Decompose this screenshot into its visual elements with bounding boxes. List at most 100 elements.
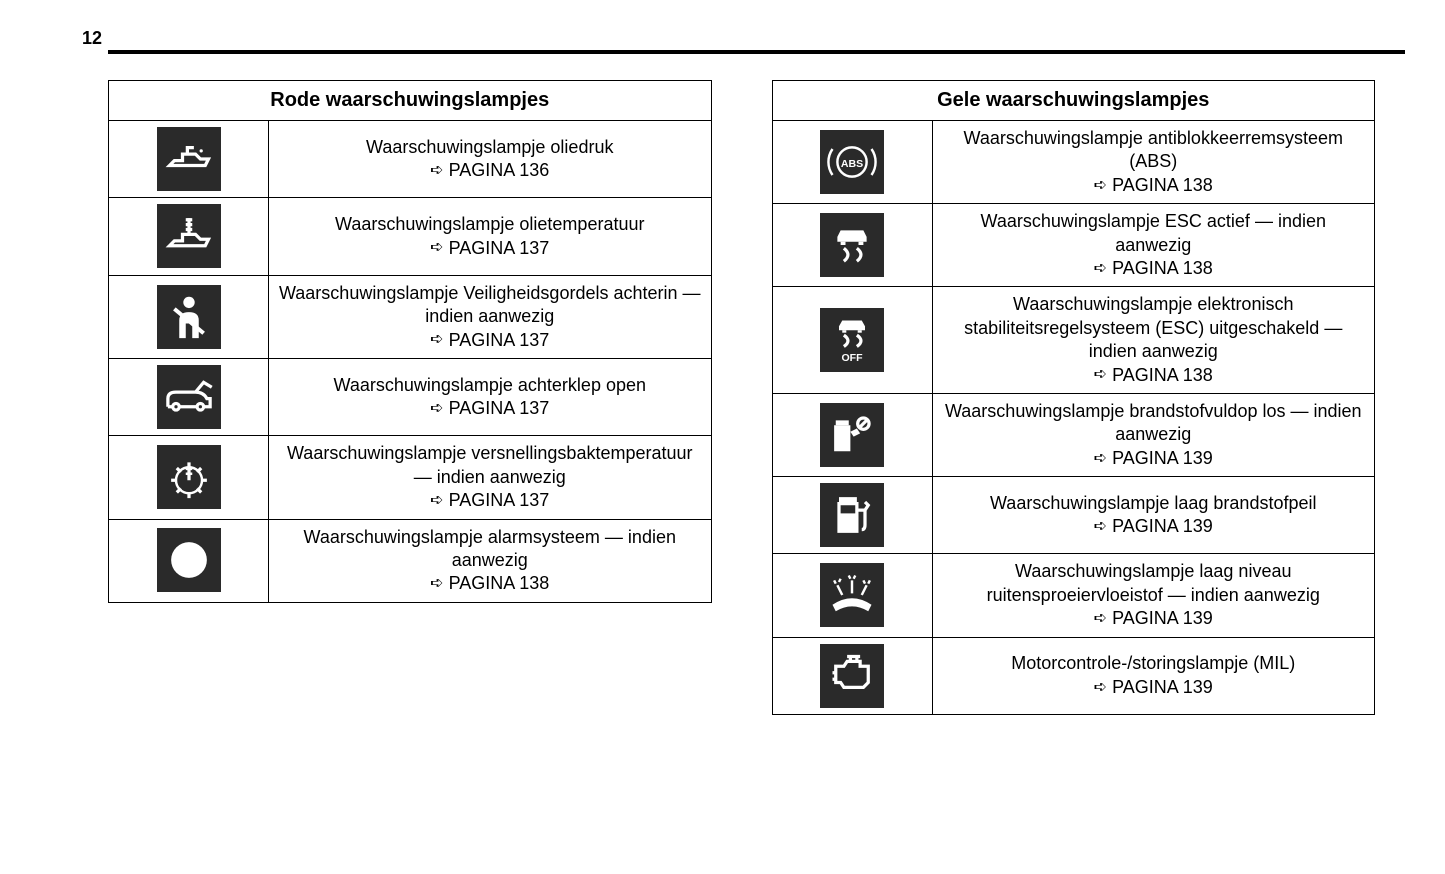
- arrow-icon: ➪: [1094, 609, 1107, 630]
- manual-page: 12 Rode waarschuwingslampjes Waarschuwin…: [0, 0, 1445, 874]
- page-ref-text: PAGINA 137: [444, 238, 550, 258]
- table-row: Waarschuwingslampje ESC actief — indien …: [772, 204, 1375, 287]
- page-ref-text: PAGINA 139: [1107, 516, 1213, 536]
- description-cell: Waarschuwingslampje brandstofvuldop los …: [932, 393, 1375, 476]
- oil-pressure-icon: [157, 127, 221, 191]
- page-ref-text: PAGINA 139: [1107, 448, 1213, 468]
- table-row: Waarschuwingslampje achterklep open➪ PAG…: [109, 358, 712, 435]
- icon-cell: [772, 204, 932, 287]
- arrow-icon: ➪: [1094, 678, 1107, 699]
- icon-cell: ABS: [772, 121, 932, 204]
- page-ref-text: PAGINA 138: [1107, 175, 1213, 195]
- page-reference: ➪ PAGINA 138: [277, 572, 703, 595]
- description-cell: Waarschuwingslampje versnellingsbaktempe…: [269, 436, 712, 519]
- table-row: Waarschuwingslampje oliedruk➪ PAGINA 136: [109, 121, 712, 198]
- icon-cell: OFF: [772, 287, 932, 394]
- page-reference: ➪ PAGINA 137: [277, 489, 703, 512]
- low-fuel-icon: [820, 483, 884, 547]
- warning-label: Waarschuwingslampje Veiligheidsgordels a…: [277, 282, 703, 329]
- page-reference: ➪ PAGINA 137: [277, 397, 703, 420]
- table-row: Waarschuwingslampje brandstofvuldop los …: [772, 393, 1375, 476]
- engine-mil-icon: [820, 644, 884, 708]
- warning-label: Waarschuwingslampje laag brandstofpeil: [941, 492, 1367, 515]
- icon-cell: [772, 637, 932, 714]
- icon-cell: [772, 393, 932, 476]
- warning-label: Waarschuwingslampje ESC actief — indien …: [941, 210, 1367, 257]
- table-row: ABSWaarschuwingslampje antiblokkeerremsy…: [772, 121, 1375, 204]
- warning-label: Waarschuwingslampje brandstofvuldop los …: [941, 400, 1367, 447]
- arrow-icon: ➪: [430, 399, 443, 420]
- page-ref-text: PAGINA 138: [1107, 258, 1213, 278]
- left-panel: Rode waarschuwingslampjes Waarschuwingsl…: [108, 80, 712, 715]
- page-ref-text: PAGINA 137: [444, 330, 550, 350]
- arrow-icon: ➪: [430, 574, 443, 595]
- table-row: Waarschuwingslampje laag niveau ruitensp…: [772, 554, 1375, 637]
- page-ref-text: PAGINA 138: [444, 573, 550, 593]
- columns: Rode waarschuwingslampjes Waarschuwingsl…: [108, 80, 1375, 715]
- description-cell: Waarschuwingslampje laag niveau ruitensp…: [932, 554, 1375, 637]
- icon-cell: [109, 121, 269, 198]
- description-cell: Waarschuwingslampje laag brandstofpeil➪ …: [932, 477, 1375, 554]
- warning-label: Waarschuwingslampje alarmsysteem — indie…: [277, 526, 703, 573]
- arrow-icon: ➪: [430, 238, 443, 259]
- warning-label: Waarschuwingslampje olietemperatuur: [277, 213, 703, 236]
- page-ref-text: PAGINA 137: [444, 398, 550, 418]
- header-rule: [108, 50, 1405, 54]
- page-reference: ➪ PAGINA 139: [941, 447, 1367, 470]
- page-ref-text: PAGINA 139: [1107, 677, 1213, 697]
- warning-label: Waarschuwingslampje laag niveau ruitensp…: [941, 560, 1367, 607]
- arrow-icon: ➪: [430, 161, 443, 182]
- warning-label: Waarschuwingslampje elektronisch stabili…: [941, 293, 1367, 363]
- page-reference: ➪ PAGINA 138: [941, 174, 1367, 197]
- description-cell: Waarschuwingslampje oliedruk➪ PAGINA 136: [269, 121, 712, 198]
- oil-temp-icon: [157, 204, 221, 268]
- description-cell: Waarschuwingslampje ESC actief — indien …: [932, 204, 1375, 287]
- page-reference: ➪ PAGINA 136: [277, 159, 703, 182]
- warning-label: Waarschuwingslampje achterklep open: [277, 374, 703, 397]
- yellow-warning-table: Gele waarschuwingslampjes ABSWaarschuwin…: [772, 80, 1376, 715]
- icon-cell: [772, 554, 932, 637]
- table-header: Gele waarschuwingslampjes: [772, 81, 1375, 121]
- description-cell: Waarschuwingslampje achterklep open➪ PAG…: [269, 358, 712, 435]
- warning-label: Motorcontrole-/storingslampje (MIL): [941, 652, 1367, 675]
- seatbelt-icon: [157, 285, 221, 349]
- page-reference: ➪ PAGINA 137: [277, 329, 703, 352]
- table-row: Waarschuwingslampje versnellingsbaktempe…: [109, 436, 712, 519]
- svg-text:OFF: OFF: [841, 352, 863, 364]
- page-reference: ➪ PAGINA 139: [941, 676, 1367, 699]
- esc-off-icon: OFF: [820, 308, 884, 372]
- fuel-cap-icon: [820, 403, 884, 467]
- icon-cell: [109, 275, 269, 358]
- arrow-icon: ➪: [1094, 365, 1107, 386]
- page-reference: ➪ PAGINA 139: [941, 607, 1367, 630]
- page-reference: ➪ PAGINA 137: [277, 237, 703, 260]
- arrow-icon: ➪: [1094, 259, 1107, 280]
- arrow-icon: ➪: [1094, 176, 1107, 197]
- icon-cell: [109, 436, 269, 519]
- page-reference: ➪ PAGINA 138: [941, 257, 1367, 280]
- esc-active-icon: [820, 213, 884, 277]
- table-row: Waarschuwingslampje Veiligheidsgordels a…: [109, 275, 712, 358]
- red-warning-table: Rode waarschuwingslampjes Waarschuwingsl…: [108, 80, 712, 603]
- description-cell: Waarschuwingslampje alarmsysteem — indie…: [269, 519, 712, 602]
- abs-icon: ABS: [820, 130, 884, 194]
- page-ref-text: PAGINA 137: [444, 490, 550, 510]
- icon-cell: [109, 198, 269, 275]
- icon-cell: [772, 477, 932, 554]
- page-number: 12: [82, 28, 102, 49]
- arrow-icon: ➪: [430, 491, 443, 512]
- alarm-icon: [157, 528, 221, 592]
- table-row: Waarschuwingslampje olietemperatuur➪ PAG…: [109, 198, 712, 275]
- transmission-temp-icon: [157, 445, 221, 509]
- table-row: Motorcontrole-/storingslampje (MIL)➪ PAG…: [772, 637, 1375, 714]
- page-reference: ➪ PAGINA 138: [941, 364, 1367, 387]
- table-row: Waarschuwingslampje alarmsysteem — indie…: [109, 519, 712, 602]
- right-panel: Gele waarschuwingslampjes ABSWaarschuwin…: [772, 80, 1376, 715]
- arrow-icon: ➪: [430, 330, 443, 351]
- page-ref-text: PAGINA 138: [1107, 365, 1213, 385]
- table-header: Rode waarschuwingslampjes: [109, 81, 712, 121]
- page-ref-text: PAGINA 136: [444, 160, 550, 180]
- description-cell: Waarschuwingslampje olietemperatuur➪ PAG…: [269, 198, 712, 275]
- description-cell: Waarschuwingslampje elektronisch stabili…: [932, 287, 1375, 394]
- page-reference: ➪ PAGINA 139: [941, 515, 1367, 538]
